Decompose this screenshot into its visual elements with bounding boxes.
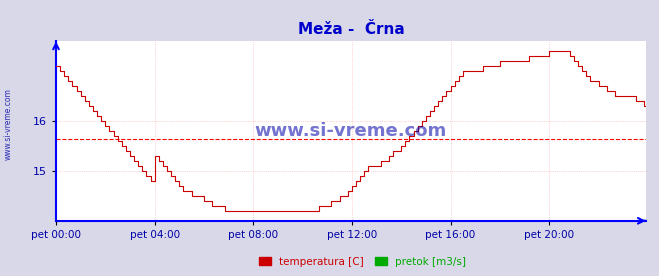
Legend: temperatura [C], pretok [m3/s]: temperatura [C], pretok [m3/s] (254, 253, 471, 271)
Title: Meža -  Črna: Meža - Črna (298, 22, 404, 38)
Text: www.si-vreme.com: www.si-vreme.com (3, 88, 13, 160)
Text: www.si-vreme.com: www.si-vreme.com (255, 122, 447, 140)
